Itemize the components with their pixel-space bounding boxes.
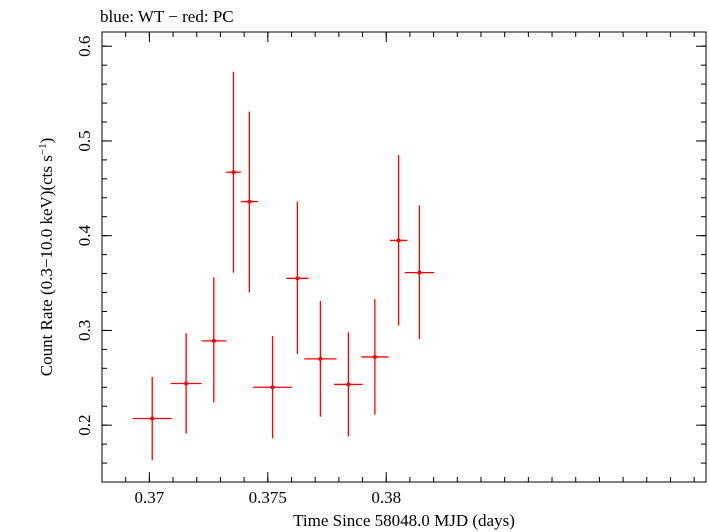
data-point	[170, 333, 202, 434]
y-tick-label: 0.3	[75, 320, 94, 341]
y-tick-label: 0.4	[75, 225, 94, 247]
y-axis-label: Count Rate (0.3−10.0 keV)(cts s−1)	[37, 138, 56, 377]
data-point	[132, 376, 172, 461]
point-marker	[396, 238, 401, 243]
point-marker	[184, 381, 189, 386]
y-tick-label: 0.6	[75, 36, 94, 57]
y-axis-label-exponent: −1	[37, 143, 49, 155]
x-tick-label: 0.38	[371, 488, 401, 507]
point-marker	[270, 385, 275, 390]
axis-ticks: 0.37 0.375 0.38 0.2 0.3 0.4 0.5 0.6	[75, 32, 706, 507]
y-tick-label: 0.2	[75, 415, 94, 436]
point-marker	[346, 382, 351, 387]
y-axis-label-close: )	[37, 138, 56, 144]
data-point	[253, 336, 292, 439]
y-tick-label: 0.5	[75, 130, 94, 151]
data-point	[389, 155, 408, 326]
point-marker	[231, 170, 236, 175]
data-point	[361, 299, 389, 415]
x-axis-label: Time Since 58048.0 MJD (days)	[293, 511, 515, 530]
chart-title: blue: WT − red: PC	[100, 7, 234, 26]
data-series	[132, 71, 435, 461]
data-point	[404, 205, 435, 339]
point-marker	[211, 338, 216, 343]
data-point	[201, 277, 227, 403]
data-point	[334, 332, 363, 437]
data-point	[240, 111, 258, 293]
point-marker	[417, 270, 422, 275]
point-marker	[372, 354, 377, 359]
x-tick-label: 0.375	[249, 488, 287, 507]
x-tick-label: 0.37	[134, 488, 164, 507]
point-marker	[295, 276, 300, 281]
y-axis-label-main: Count Rate (0.3−10.0 keV)(cts s	[37, 155, 56, 376]
point-marker	[318, 356, 323, 361]
plot-frame	[101, 31, 707, 483]
data-point	[286, 201, 309, 355]
data-point	[304, 301, 337, 417]
data-point	[226, 71, 241, 273]
point-marker	[247, 199, 252, 204]
point-marker	[150, 416, 155, 421]
